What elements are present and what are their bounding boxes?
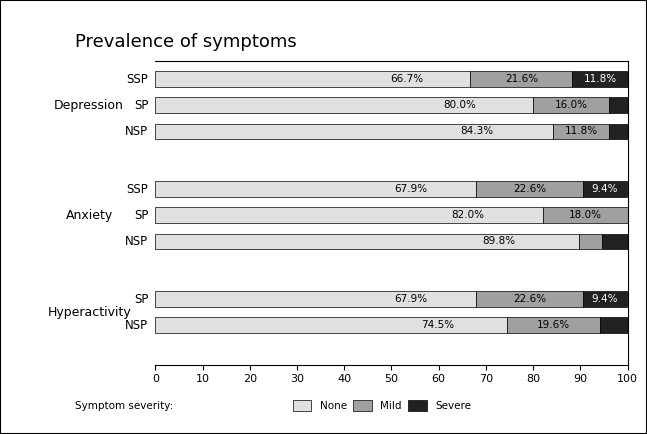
Text: SP: SP (134, 99, 148, 112)
Text: 89.8%: 89.8% (483, 237, 516, 247)
Bar (155, 97, 533, 113)
Bar (600, 317, 628, 333)
Bar (155, 317, 507, 333)
Text: 67.9%: 67.9% (395, 294, 428, 304)
Bar (470, 71, 573, 87)
Text: 11.8%: 11.8% (584, 74, 617, 84)
Bar (583, 181, 627, 197)
Bar (476, 291, 583, 307)
Bar (580, 233, 602, 249)
Bar (155, 291, 476, 307)
Bar (553, 124, 609, 139)
Text: NSP: NSP (125, 319, 148, 332)
Text: Depression: Depression (54, 99, 124, 112)
Text: SP: SP (134, 209, 148, 222)
Text: 22.6%: 22.6% (513, 294, 546, 304)
Text: 9.4%: 9.4% (591, 294, 618, 304)
Text: 74.5%: 74.5% (421, 320, 454, 330)
Text: Prevalence of symptoms: Prevalence of symptoms (75, 33, 297, 51)
Text: 22.6%: 22.6% (513, 184, 546, 194)
Text: 9.4%: 9.4% (591, 184, 618, 194)
Bar (573, 71, 628, 87)
Text: 67.9%: 67.9% (395, 184, 428, 194)
Bar (602, 233, 628, 249)
Bar (476, 181, 583, 197)
Text: 66.7%: 66.7% (390, 74, 423, 84)
Text: 18.0%: 18.0% (569, 210, 602, 220)
Text: SSP: SSP (126, 183, 148, 196)
Text: SP: SP (134, 293, 148, 306)
Bar (155, 207, 543, 223)
Text: NSP: NSP (125, 235, 148, 248)
Text: 21.6%: 21.6% (505, 74, 538, 84)
Text: 82.0%: 82.0% (452, 210, 485, 220)
Text: 19.6%: 19.6% (537, 320, 570, 330)
Bar (507, 317, 600, 333)
Text: Hyperactivity: Hyperactivity (47, 306, 131, 319)
Bar (155, 181, 476, 197)
Legend: None, Mild, Severe: None, Mild, Severe (292, 400, 471, 411)
Bar (533, 97, 609, 113)
Text: 80.0%: 80.0% (444, 100, 476, 110)
Bar (155, 233, 580, 249)
Text: 11.8%: 11.8% (565, 126, 598, 136)
Text: SSP: SSP (126, 72, 148, 85)
Text: Symptom severity:: Symptom severity: (75, 401, 173, 411)
Bar (583, 291, 627, 307)
Bar (155, 71, 470, 87)
Bar (609, 124, 628, 139)
Text: NSP: NSP (125, 125, 148, 138)
Text: 16.0%: 16.0% (554, 100, 587, 110)
Text: 84.3%: 84.3% (461, 126, 494, 136)
Bar (155, 124, 553, 139)
Bar (609, 97, 628, 113)
Bar (543, 207, 628, 223)
Text: Anxiety: Anxiety (65, 209, 113, 222)
